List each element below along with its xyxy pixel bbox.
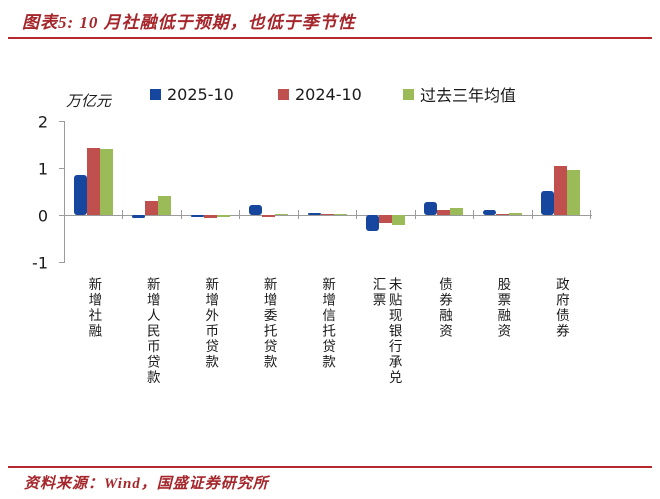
x-axis-tick	[180, 210, 182, 219]
y-axis-tick	[59, 168, 64, 169]
category-label-新增委托贷款: 新增委托贷款	[261, 277, 277, 370]
legend-swatch-icon	[403, 88, 414, 100]
bar-新增外币贷款-2025-10	[190, 215, 204, 218]
bar-新增外币贷款-2024-10	[203, 215, 217, 219]
x-axis-tick	[590, 210, 591, 219]
bar-新增委托贷款-2024-10	[262, 215, 276, 217]
bar-政府债券-2024-10	[554, 165, 568, 215]
bar-新增社融-2025-10	[73, 175, 87, 215]
bar-新增委托贷款-过去三年均值	[275, 213, 289, 215]
x-axis-tick	[473, 210, 475, 219]
legend-swatch-icon	[278, 88, 289, 100]
bar-未贴现银行承兑汇票-2024-10	[378, 215, 392, 223]
bar-新增信托贷款-过去三年均值	[333, 213, 347, 215]
x-axis-tick	[356, 210, 358, 219]
x-axis-tick	[297, 210, 299, 219]
y-tick-label: -1	[32, 253, 48, 273]
bar-新增社融-2024-10	[86, 147, 100, 215]
category-label-新增信托贷款: 新增信托贷款	[320, 277, 336, 370]
legend-label: 过去三年均值	[420, 86, 517, 105]
bar-新增人民币贷款-2025-10	[132, 215, 146, 218]
x-axis-tick	[414, 210, 416, 219]
bar-新增社融-过去三年均值	[99, 149, 113, 215]
bar-股票融资-2024-10	[495, 213, 509, 215]
y-tick-label: 2	[37, 112, 48, 132]
category-label-政府债券: 政府债券	[553, 277, 569, 339]
legend-item-过去三年均值: 过去三年均值	[403, 85, 517, 105]
y-tick-label: 1	[37, 159, 48, 179]
bar-未贴现银行承兑汇票-2025-10	[365, 215, 379, 232]
category-label-新增外币贷款: 新增外币贷款	[203, 277, 219, 370]
x-axis-tick	[64, 210, 65, 219]
bar-债券融资-过去三年均值	[450, 207, 464, 215]
bar-未贴现银行承兑汇票-过去三年均值	[391, 215, 405, 226]
category-label-新增人民币贷款: 新增人民币贷款	[144, 277, 160, 386]
category-label-债券融资: 债券融资	[436, 277, 452, 339]
category-label-股票融资: 股票融资	[495, 277, 511, 339]
legend-label: 2025-10	[167, 84, 234, 104]
y-axis-unit-label: 万亿元	[66, 94, 112, 110]
legend-item-2024-10: 2024-10	[278, 84, 362, 104]
bar-股票融资-过去三年均值	[508, 213, 522, 215]
x-axis-tick	[531, 210, 533, 219]
chart-title: 图表5: 10 月社融低于预期，也低于季节性	[22, 13, 356, 32]
legend-swatch-icon	[150, 88, 161, 100]
x-axis-line	[64, 215, 592, 216]
y-tick-label: 0	[37, 206, 48, 226]
y-axis-tick	[59, 121, 64, 122]
y-axis-line	[64, 121, 65, 263]
source-text: 资料来源：Wind，国盛证券研究所	[24, 476, 269, 492]
legend-item-2025-10: 2025-10	[150, 84, 234, 104]
x-axis-tick	[239, 210, 241, 219]
bar-政府债券-过去三年均值	[567, 170, 581, 215]
bar-债券融资-2025-10	[424, 201, 438, 215]
category-label-未贴现银行承兑汇票: 未贴现银行承兑汇票	[370, 277, 402, 386]
x-axis-tick	[122, 210, 124, 219]
bar-股票融资-2025-10	[482, 210, 496, 215]
bar-新增信托贷款-2024-10	[320, 213, 334, 215]
legend-label: 2024-10	[295, 84, 362, 104]
y-axis-tick	[59, 215, 64, 216]
bar-新增人民币贷款-过去三年均值	[158, 196, 172, 215]
bar-政府债券-2025-10	[541, 190, 555, 215]
bar-债券融资-2024-10	[437, 210, 451, 215]
bar-新增委托贷款-2025-10	[249, 204, 263, 215]
bar-新增外币贷款-过去三年均值	[216, 215, 230, 217]
y-axis-tick	[59, 262, 64, 263]
bar-新增信托贷款-2025-10	[307, 212, 321, 215]
bar-新增人民币贷款-2024-10	[145, 200, 159, 215]
title-rule	[8, 37, 652, 39]
category-label-新增社融: 新增社融	[86, 277, 102, 339]
source-rule	[8, 466, 652, 468]
